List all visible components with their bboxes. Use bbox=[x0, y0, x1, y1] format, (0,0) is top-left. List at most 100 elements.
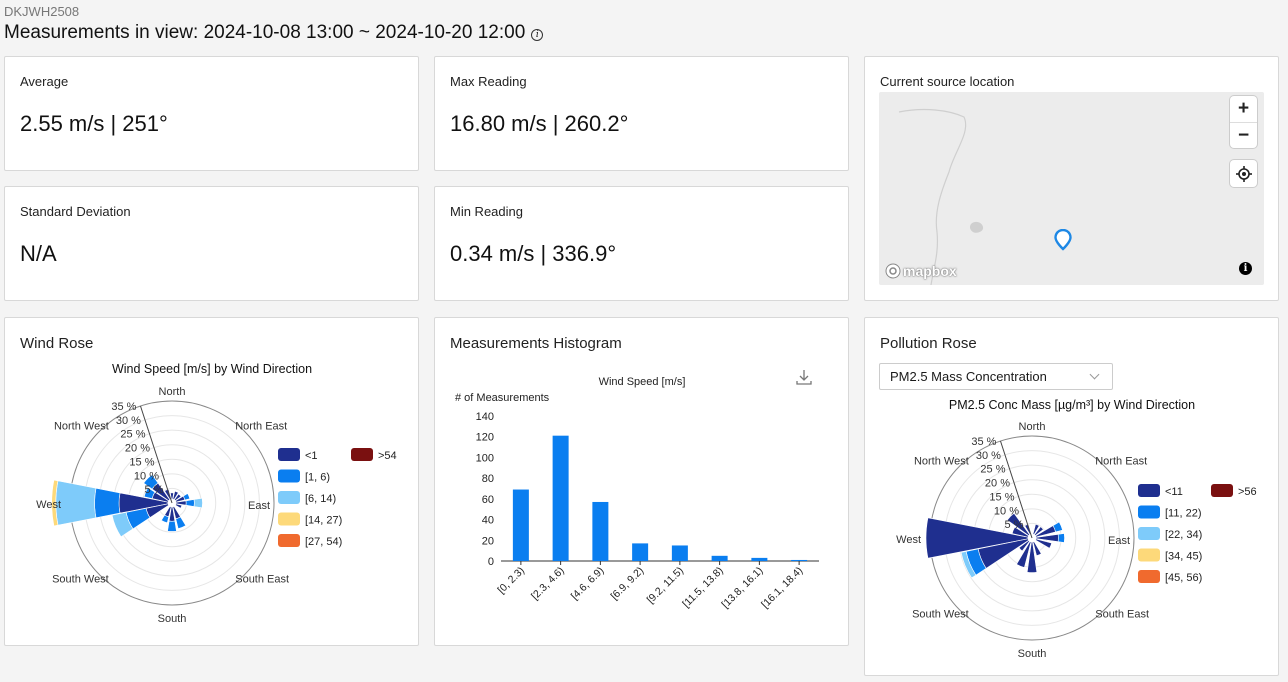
attribution-icon[interactable]: i bbox=[1239, 262, 1252, 275]
pollutant-select[interactable]: PM2.5 Mass Concentration bbox=[879, 363, 1113, 390]
wind-rose-wedge bbox=[55, 480, 97, 526]
pollution-rose-legend-swatch[interactable] bbox=[1138, 570, 1160, 583]
wind-rose-wedge bbox=[173, 493, 182, 502]
wind-rose-legend-label[interactable]: >54 bbox=[378, 450, 397, 462]
map-lake bbox=[969, 221, 984, 233]
histogram-bar[interactable] bbox=[711, 555, 728, 561]
wind-rose-wedge bbox=[175, 516, 187, 530]
wind-rose-legend-label[interactable]: [6, 14) bbox=[305, 493, 336, 505]
histogram-bar[interactable] bbox=[592, 501, 609, 561]
wind-rose-wedge bbox=[94, 487, 121, 519]
wind-rose-legend-label[interactable]: [14, 27) bbox=[305, 515, 342, 527]
pollution-rose-wedge bbox=[1057, 533, 1065, 543]
histogram-bar[interactable] bbox=[512, 489, 529, 561]
mapbox-logo[interactable]: mapbox bbox=[885, 263, 957, 279]
pollution-rose-legend-label[interactable]: [45, 56) bbox=[1165, 572, 1202, 584]
wind-rose-legend-label[interactable]: [1, 6) bbox=[305, 472, 330, 484]
pollution-rose-legend-swatch[interactable] bbox=[1138, 484, 1160, 497]
pollution-rose-title: Pollution Rose bbox=[880, 335, 977, 352]
map-label: Current source location bbox=[880, 74, 1015, 89]
pollution-rose-legend-label[interactable]: <11 bbox=[1165, 486, 1183, 498]
location-marker-icon[interactable] bbox=[1054, 229, 1072, 251]
pollution-rose-wedge bbox=[1033, 526, 1044, 537]
map-card: Current source location + − mapbox bbox=[864, 56, 1279, 301]
pollution-rose-legend-swatch[interactable] bbox=[1211, 484, 1233, 497]
histogram-y-tick-label: 80 bbox=[482, 473, 494, 485]
wind-rose-legend-swatch[interactable] bbox=[278, 448, 300, 461]
pollution-rose-radial-tick-label: 20 % bbox=[985, 478, 1010, 490]
wind-rose-radial-tick-label: 10 % bbox=[134, 470, 159, 482]
pollution-rose-wedge bbox=[1052, 521, 1063, 533]
pollution-rose-legend-swatch[interactable] bbox=[1138, 548, 1160, 562]
pollution-rose-wedge bbox=[1032, 541, 1042, 557]
pollution-rose-direction-label-nw: North West bbox=[914, 456, 969, 468]
pollution-rose-wedge bbox=[1011, 526, 1030, 538]
wind-rose-wedge bbox=[143, 487, 156, 499]
wind-rose-direction-label-s: South bbox=[158, 613, 187, 625]
histogram-bar[interactable] bbox=[791, 559, 808, 561]
wind-rose-direction-label-w: West bbox=[36, 499, 61, 511]
pollution-rose-direction-label-s: South bbox=[1018, 648, 1047, 660]
pollution-rose-direction-label-se: South East bbox=[1095, 609, 1149, 621]
zoom-out-button[interactable]: − bbox=[1230, 122, 1257, 148]
page-title: Measurements in view: 2024-10-08 13:00 ~… bbox=[4, 22, 544, 44]
min-reading-label: Min Reading bbox=[450, 204, 523, 219]
wind-rose-wedge bbox=[160, 514, 170, 524]
wind-rose-legend-swatch[interactable] bbox=[278, 469, 300, 483]
pollution-rose-wedge bbox=[960, 551, 977, 579]
pollution-rose-legend-swatch[interactable] bbox=[1138, 505, 1160, 519]
geolocate-button[interactable] bbox=[1230, 160, 1257, 187]
histogram-bar[interactable] bbox=[552, 435, 569, 561]
histogram-x-tick-label: [11.5, 13.8) bbox=[680, 565, 725, 610]
wind-rose-radial-tick-label: 30 % bbox=[116, 415, 141, 427]
wind-rose-legend-swatch[interactable] bbox=[278, 512, 300, 526]
histogram-x-tick-label: [4.6, 6.9) bbox=[569, 565, 607, 603]
pollution-rose-legend-label[interactable]: [11, 22) bbox=[1165, 508, 1202, 520]
device-id: DKJWH2508 bbox=[4, 4, 80, 19]
wind-rose-chart: Wind Speed [m/s] by Wind Direction 35 % 30… bbox=[36, 362, 397, 625]
wind-rose-wedge bbox=[164, 488, 172, 501]
wind-rose-legend-swatch[interactable] bbox=[278, 534, 300, 547]
pollution-rose-legend-swatch[interactable] bbox=[1138, 527, 1160, 540]
pollution-rose-legend-label[interactable]: >56 bbox=[1238, 486, 1257, 498]
wind-rose-wedge bbox=[185, 499, 195, 507]
wind-rose-wedge bbox=[193, 497, 203, 509]
histogram-bar[interactable] bbox=[632, 543, 649, 561]
histogram-x-tick-label: [9.2, 11.5) bbox=[645, 565, 686, 606]
map-road bbox=[898, 108, 967, 285]
wind-rose-legend-swatch[interactable] bbox=[351, 448, 373, 461]
histogram-x-tick-label: [0, 2.3) bbox=[495, 565, 527, 597]
zoom-controls: + − bbox=[1230, 96, 1257, 148]
histogram-y-tick-label: 120 bbox=[476, 432, 494, 444]
pollution-rose-legend-label[interactable]: [22, 34) bbox=[1165, 529, 1202, 541]
histogram-x-tick-label: [6.9, 9.2) bbox=[608, 565, 646, 603]
wind-rose-radial-tick-label: 25 % bbox=[120, 429, 145, 441]
histogram-bar[interactable] bbox=[751, 557, 768, 561]
wind-rose-radial-tick-label: 15 % bbox=[129, 456, 154, 468]
pollutant-select-value: PM2.5 Mass Concentration bbox=[890, 369, 1047, 384]
crosshair-icon bbox=[1235, 165, 1252, 182]
histogram-y-tick-label: 20 bbox=[482, 535, 494, 547]
wind-rose-direction-label-ne: North East bbox=[235, 421, 287, 433]
wind-rose-legend-swatch[interactable] bbox=[278, 491, 300, 504]
histogram-y-tick-label: 60 bbox=[482, 494, 494, 506]
mapbox-logo-text: mapbox bbox=[903, 263, 957, 279]
wind-rose-legend-label[interactable]: <1 bbox=[305, 450, 318, 462]
zoom-in-button[interactable]: + bbox=[1237, 98, 1250, 119]
pollution-rose-wedge bbox=[1018, 539, 1031, 552]
download-icon[interactable] bbox=[796, 369, 812, 385]
pollution-rose-legend-label[interactable]: [34, 45) bbox=[1165, 551, 1202, 563]
wind-rose-wedge bbox=[182, 493, 191, 501]
pollution-rose-chart-title: PM2.5 Conc Mass [µg/m³] by Wind Directio… bbox=[949, 398, 1195, 412]
info-icon[interactable]: i bbox=[531, 28, 544, 41]
map-view[interactable]: + − mapbox i bbox=[879, 92, 1264, 285]
wind-rose-legend-label[interactable]: [27, 54) bbox=[305, 536, 342, 548]
pollution-rose-direction-label-w: West bbox=[896, 534, 921, 546]
histogram-bar[interactable] bbox=[671, 545, 688, 561]
wind-rose-direction-label-n: North bbox=[159, 386, 186, 398]
histogram-title: Measurements Histogram bbox=[450, 335, 622, 352]
wind-rose-direction-label-sw: South West bbox=[52, 574, 109, 586]
pollution-rose-direction-label-n: North bbox=[1019, 421, 1046, 433]
stddev-value: N/A bbox=[20, 241, 57, 266]
wind-rose-title: Wind Rose bbox=[20, 335, 94, 352]
